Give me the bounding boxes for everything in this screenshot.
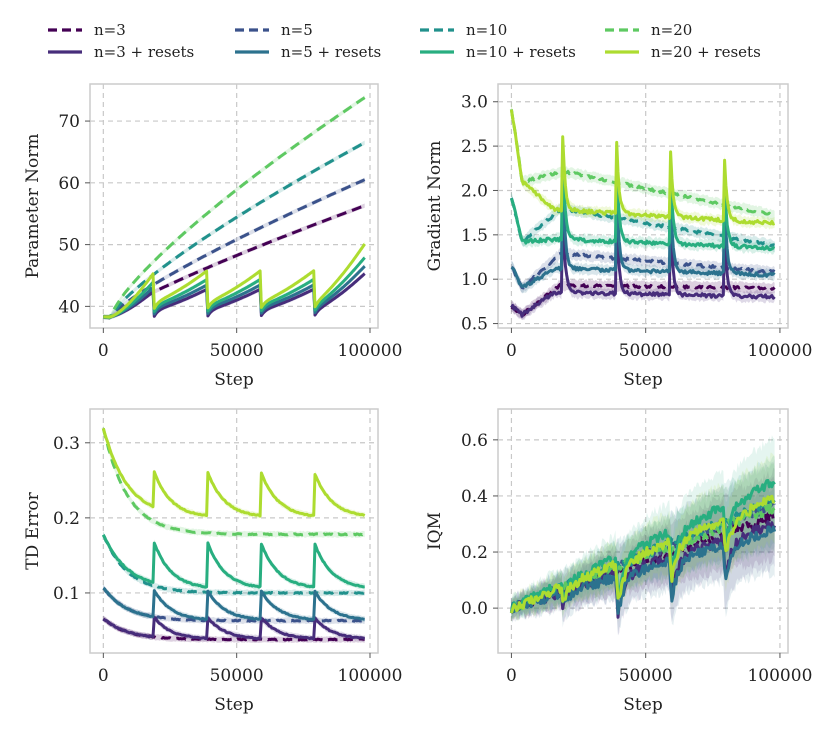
axes-frame [89, 408, 379, 654]
legend-entry-n-3-plus-resets: n=3 + resets [48, 43, 194, 61]
series-band-n-10 [103, 140, 365, 320]
y-tick-label: 1.5 [461, 226, 488, 246]
y-tick-label: 2.5 [461, 137, 488, 157]
x-tick-label: 0 [98, 666, 109, 686]
series-line-n-3-plus-resets [102, 615, 365, 641]
x-tick-label: 100000 [747, 341, 812, 361]
series-line-n-20-plus-resets [101, 427, 366, 518]
y-axis-label: Gradient Norm [425, 141, 445, 272]
series-line-n-20 [103, 96, 366, 320]
series-group [509, 435, 777, 636]
x-tick-label: 0 [506, 341, 517, 361]
legend-entry-n-10: n=10 [420, 21, 507, 39]
y-tick-label: 0.0 [461, 599, 488, 619]
series-line-n-10 [103, 141, 366, 320]
legend-label: n=20 + resets [651, 43, 761, 61]
x-tick-label: 50000 [210, 341, 264, 361]
legend-entry-n-20: n=20 [605, 21, 692, 39]
axes-frame [497, 408, 789, 654]
y-tick-label: 0.2 [461, 543, 488, 563]
x-tick-label: 50000 [210, 666, 264, 686]
y-tick-label: 50 [58, 236, 80, 256]
series-line-n-3-plus-resets [103, 272, 366, 319]
y-tick-label: 1.0 [461, 270, 488, 290]
series-band-n-3 [511, 279, 775, 320]
series-group [101, 424, 366, 643]
series-line-n-5-plus-resets [103, 265, 366, 319]
y-axis-label: Parameter Norm [23, 133, 43, 278]
x-tick-label: 100000 [338, 341, 403, 361]
x-axis-label: Step [214, 370, 254, 390]
series-band-n-5-plus-resets [511, 175, 775, 294]
y-tick-label: 0.5 [461, 315, 488, 335]
y-tick-label: 60 [58, 174, 80, 194]
y-tick-label: 0.4 [461, 487, 488, 507]
legend-label: n=3 + resets [94, 43, 194, 61]
legend-entry-n-20-plus-resets: n=20 + resets [605, 43, 761, 61]
series-band-n-3-plus-resets [103, 614, 365, 642]
x-tick-label: 100000 [338, 666, 403, 686]
series-line-n-10-plus-resets [103, 256, 366, 319]
gradient-norm-panel: 0 50000 100000 0.5 1.0 1.5 2.0 2.5 3.0 Step Gradie… [425, 83, 812, 390]
series-group [103, 95, 366, 320]
y-tick-label: 70 [58, 112, 80, 132]
series-group [509, 102, 776, 321]
x-tick-label: 50000 [619, 341, 673, 361]
series-line-n-3-plus-resets [510, 210, 776, 318]
legend-label: n=20 [651, 21, 692, 39]
legend-label: n=5 [281, 21, 313, 39]
legend-label: n=3 [94, 21, 126, 39]
series-line-n-10-plus-resets [509, 155, 776, 252]
legend-entry-n-10-plus-resets: n=10 + resets [420, 43, 576, 61]
axes-frame [497, 83, 789, 329]
y-tick-label: 0.6 [461, 431, 488, 451]
series-line-n-20-plus-resets [509, 109, 776, 226]
legend-label: n=10 [466, 21, 507, 39]
plot-area [498, 409, 788, 653]
parameter-norm-panel: 0 50000 100000 40 50 60 70 Step Parameter Norm [23, 83, 403, 390]
y-axis-label: TD Error [23, 491, 43, 569]
axes-frame [89, 83, 379, 329]
series-line-n-20 [101, 427, 366, 537]
legend: n=3 n=5 n=10 n=20 n=3 + resets n=5 + resets n=… [48, 21, 761, 61]
series-line-n-5-plus-resets [509, 525, 777, 615]
series-band-n-5 [103, 177, 365, 320]
series-band-n-5 [511, 247, 775, 293]
td-error-panel: 0 50000 100000 0.1 0.2 0.3 Step TD Error [23, 408, 403, 715]
legend-label: n=5 + resets [281, 43, 381, 61]
y-axis-label: IQM [425, 512, 445, 550]
series-line-n-5-plus-resets [102, 586, 365, 621]
series-line-n-20 [509, 109, 775, 218]
series-band-n-3 [103, 203, 365, 320]
y-tick-label: 3.0 [461, 93, 488, 113]
x-tick-label: 50000 [619, 666, 673, 686]
y-tick-label: 0.3 [53, 434, 80, 454]
x-tick-label: 100000 [747, 666, 812, 686]
x-axis-label: Step [623, 370, 663, 390]
series-line-n-20-plus-resets [509, 494, 776, 614]
series-band-n-10-plus-resets [511, 151, 775, 255]
iqm-panel: 0 50000 100000 0.0 0.2 0.4 0.6 Step IQM [425, 408, 812, 715]
series-line-n-5 [510, 251, 776, 290]
legend-entry-n-5: n=5 [235, 21, 313, 39]
x-axis-label: Step [214, 695, 254, 715]
series-line-n-10 [101, 534, 366, 595]
series-band-n-10 [511, 191, 775, 253]
x-tick-label: 0 [98, 341, 109, 361]
series-line-n-3-plus-resets [510, 520, 776, 619]
legend-label: n=10 + resets [466, 43, 576, 61]
x-tick-label: 0 [506, 666, 517, 686]
series-line-n-5-plus-resets [510, 177, 776, 288]
y-tick-label: 0.2 [53, 509, 80, 529]
series-line-n-10-plus-resets [101, 534, 365, 589]
legend-entry-n-3: n=3 [48, 21, 126, 39]
y-tick-label: 0.1 [53, 584, 80, 604]
x-axis-label: Step [623, 695, 663, 715]
y-tick-label: 2.0 [461, 181, 488, 201]
legend-entry-n-5-plus-resets: n=5 + resets [235, 43, 381, 61]
series-band-n-20-plus-resets [103, 424, 365, 519]
y-tick-label: 40 [58, 297, 80, 317]
series-line-n-20-plus-resets [103, 243, 366, 319]
